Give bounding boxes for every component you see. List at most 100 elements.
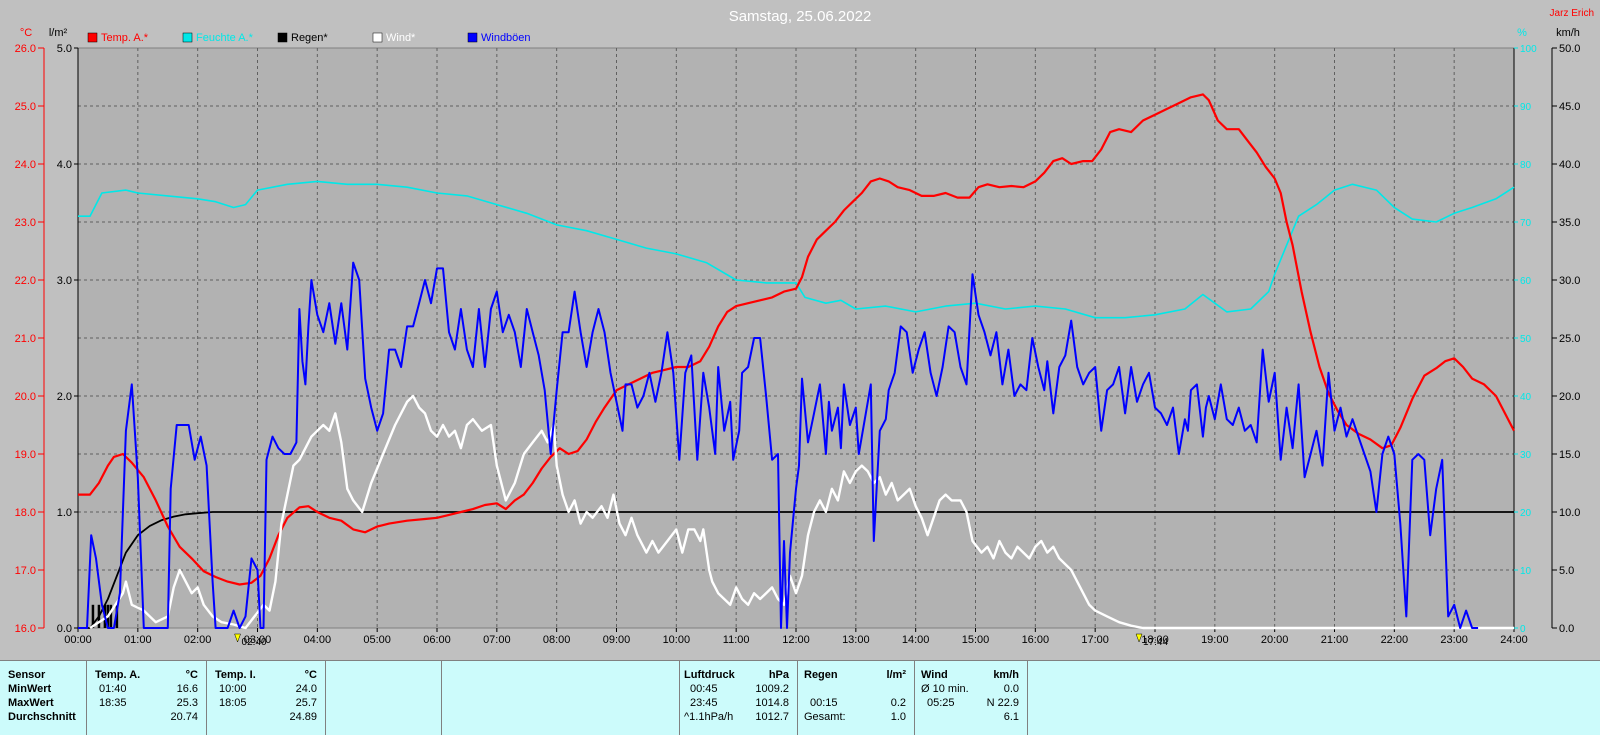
x-tick-label: 00:00 xyxy=(64,634,92,646)
legend-label: Wind* xyxy=(386,32,416,44)
temp-tick-label: 19.0 xyxy=(15,449,36,461)
stats-unit: l/m² xyxy=(886,669,906,681)
series-line-Windböen xyxy=(78,261,1479,629)
stats-row-label: Durchschnitt xyxy=(8,711,76,723)
stats-value: 20.74 xyxy=(170,711,198,723)
x-tick-label: 12:00 xyxy=(782,634,810,646)
stats-unit: hPa xyxy=(768,669,789,681)
temp-tick-label: 26.0 xyxy=(15,43,36,55)
stats-value: 1009.2 xyxy=(755,683,789,695)
temp-tick-label: 18.0 xyxy=(15,507,36,519)
stats-value: 24.0 xyxy=(295,683,317,695)
legend-swatch xyxy=(467,32,478,43)
humidity-tick-label: 50 xyxy=(1520,334,1532,345)
temp-tick-label: 21.0 xyxy=(15,333,36,345)
stats-value: 6.1 xyxy=(1003,711,1019,723)
x-tick-label: 15:00 xyxy=(962,634,990,646)
x-tick-label: 09:00 xyxy=(603,634,631,646)
stats-row-label: MinWert xyxy=(8,683,52,695)
wind-tick-label: 30.0 xyxy=(1559,275,1580,287)
wind-tick-label: 50.0 xyxy=(1559,43,1580,55)
stats-title: Wind xyxy=(921,669,948,681)
temp-unit-label: °C xyxy=(20,27,32,39)
sun-marker-icon xyxy=(1135,633,1143,643)
humidity-tick-label: 10 xyxy=(1520,566,1532,577)
x-tick-label: 11:00 xyxy=(723,634,750,646)
x-tick-label: 13:00 xyxy=(842,634,870,646)
stats-time: 10:00 xyxy=(219,683,247,695)
temp-tick-label: 20.0 xyxy=(15,391,36,403)
stats-time: 05:25 xyxy=(927,697,955,709)
x-tick-label: 08:00 xyxy=(543,634,571,646)
stats-value: 1012.7 xyxy=(755,711,789,723)
stats-value: N 22.9 xyxy=(986,697,1019,709)
series-line-Feuchte A.* xyxy=(78,180,1515,319)
legend-item-wind: Wind* xyxy=(372,32,416,44)
temp-tick-label: 17.0 xyxy=(15,565,36,577)
temp-tick-label: 24.0 xyxy=(15,159,36,171)
humidity-unit-label: % xyxy=(1517,27,1527,39)
temp-tick-label: 23.0 xyxy=(15,217,36,229)
wind-tick-label: 0.0 xyxy=(1559,623,1574,635)
wind-tick-label: 5.0 xyxy=(1559,565,1574,577)
stats-value: 0.2 xyxy=(890,697,906,709)
legend-swatch xyxy=(87,32,98,43)
wind-tick-label: 40.0 xyxy=(1559,159,1580,171)
x-tick-label: 05:00 xyxy=(363,634,391,646)
stats-value: 16.6 xyxy=(176,683,198,695)
legend-label: Temp. A.* xyxy=(101,32,149,44)
humidity-tick-label: 90 xyxy=(1520,102,1532,113)
stats-value: 0.0 xyxy=(1003,683,1019,695)
temp-tick-label: 16.0 xyxy=(15,623,36,635)
sun-marker-label: 17:44 xyxy=(1143,637,1168,648)
temp-tick-label: 22.0 xyxy=(15,275,36,287)
wind-unit-label: km/h xyxy=(1556,27,1580,39)
humidity-tick-label: 20 xyxy=(1520,508,1532,519)
stats-row-label: MaxWert xyxy=(8,697,54,709)
stats-value: 25.3 xyxy=(176,697,198,709)
sun-markers: 02:40 17:44 xyxy=(234,633,1169,648)
temp-tick-label: 25.0 xyxy=(15,101,36,113)
humidity-tick-label: 80 xyxy=(1520,160,1532,171)
stats-time: 00:15 xyxy=(810,697,838,709)
sun-marker-icon xyxy=(234,633,241,643)
series-line-Wind* xyxy=(89,394,1514,630)
wind-tick-label: 35.0 xyxy=(1559,217,1580,229)
x-tick-label: 02:00 xyxy=(184,634,212,646)
wind-tick-label: 45.0 xyxy=(1559,101,1580,113)
axes: 00:00 01:00 02:00 03:00 04:00 05:00 06:00 07:00… xyxy=(15,43,1581,646)
stats-value: 1.0 xyxy=(890,711,906,723)
stats-empty-2 xyxy=(442,661,680,735)
stats-title: Regen xyxy=(804,669,838,681)
x-tick-label: 17:00 xyxy=(1081,634,1109,646)
stats-value: 25.7 xyxy=(295,697,317,709)
stats-rain: Regen l/m² 00:15 0.2 Gesamt: 1.0 xyxy=(798,661,915,735)
rain-tick-label: 3.0 xyxy=(57,275,72,287)
rain-tick-label: 5.0 xyxy=(57,43,72,55)
humidity-tick-label: 0 xyxy=(1520,624,1526,635)
rain-unit-label: l/m² xyxy=(49,27,68,39)
x-tick-label: 16:00 xyxy=(1022,634,1050,646)
legend: Temp. A.* Feuchte A.* Regen* Wind* Windb… xyxy=(87,32,531,44)
legend-label: Windböen xyxy=(481,32,531,44)
stats-value: 24.89 xyxy=(289,711,317,723)
sun-marker-label: 02:40 xyxy=(242,637,267,648)
legend-swatch xyxy=(372,32,383,43)
humidity-tick-label: 100 xyxy=(1520,44,1537,55)
series-line-Regen* xyxy=(78,511,1514,629)
x-tick-label: 04:00 xyxy=(304,634,332,646)
stats-title: Temp. A. xyxy=(95,669,141,681)
x-tick-label: 23:00 xyxy=(1440,634,1468,646)
stats-time: 18:35 xyxy=(99,697,127,709)
stats-time: 18:05 xyxy=(219,697,247,709)
stats-time: 00:45 xyxy=(690,683,718,695)
stats-time: 01:40 xyxy=(99,683,127,695)
stats-temp-a: Temp. A. °C 01:40 16.6 18:35 25.3 20.74 xyxy=(87,661,207,735)
legend-item-rain: Regen* xyxy=(277,32,328,44)
rain-tick-label: 2.0 xyxy=(57,391,72,403)
rain-tick-label: 1.0 xyxy=(57,507,72,519)
humidity-tick-label: 30 xyxy=(1520,450,1532,461)
stats-empty-1 xyxy=(326,661,442,735)
x-tick-label: 19:00 xyxy=(1201,634,1229,646)
x-tick-label: 21:00 xyxy=(1321,634,1349,646)
